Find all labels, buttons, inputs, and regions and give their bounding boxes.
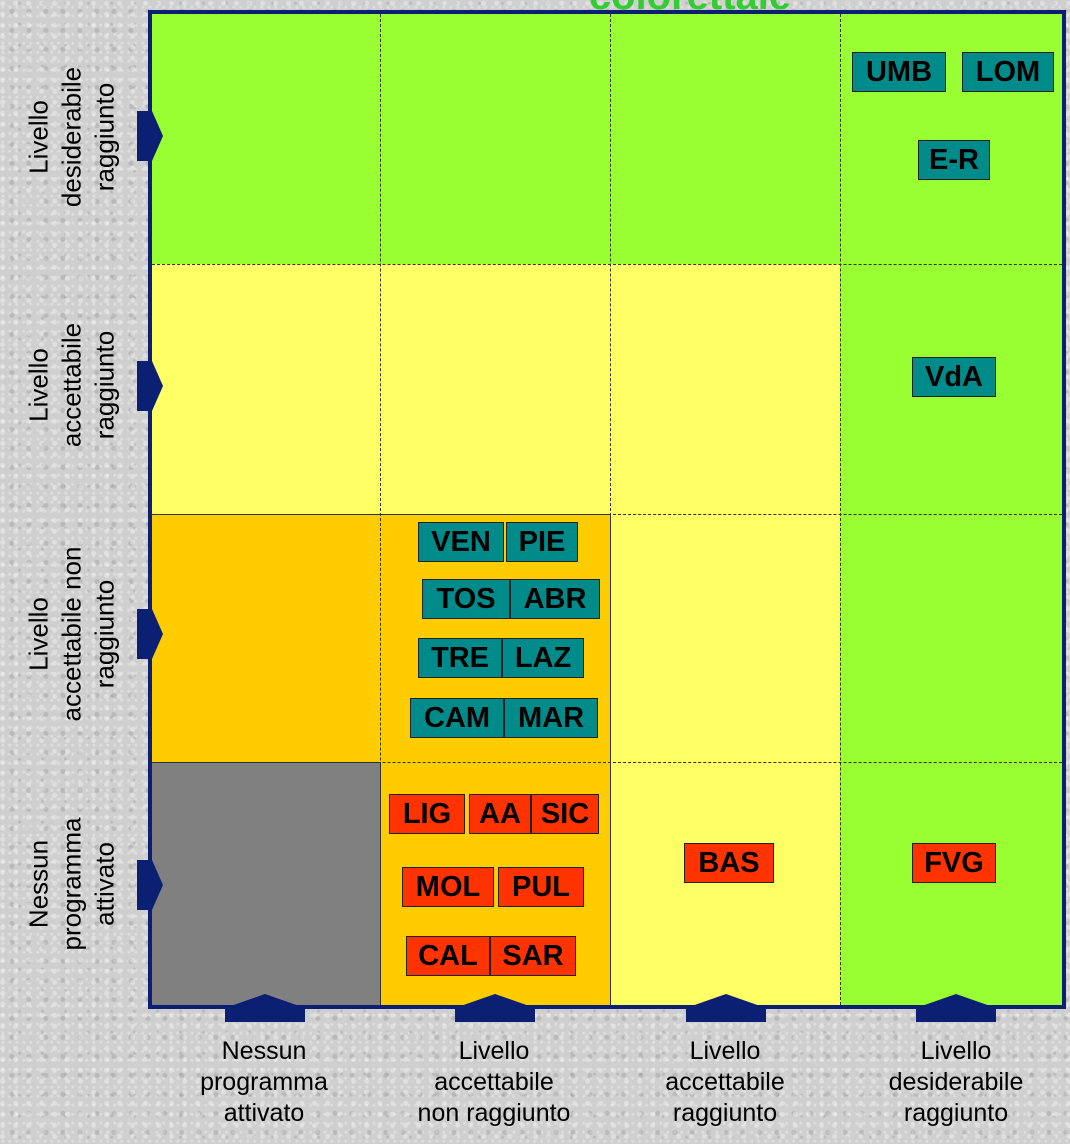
arrow-right-icon bbox=[137, 111, 163, 161]
region-tag-mol: MOL bbox=[402, 867, 494, 907]
x-axis-label-nessun-programma: Nessun programma attivato bbox=[200, 1037, 328, 1127]
orange-boundary-left bbox=[380, 762, 381, 1005]
region-tag-lig: LIG bbox=[389, 794, 465, 834]
arrow-up-icon bbox=[455, 994, 535, 1022]
region-tag-umb: UMB bbox=[852, 52, 946, 92]
arrow-right-icon bbox=[137, 609, 163, 659]
region-tag-cal: CAL bbox=[406, 936, 490, 976]
orange-boundary-right bbox=[610, 514, 611, 1005]
region-tag-abr: ABR bbox=[510, 579, 600, 619]
arrow-up-icon bbox=[686, 994, 766, 1022]
cell-r2-yellow bbox=[610, 514, 840, 762]
region-tag-sic: SIC bbox=[531, 794, 599, 834]
arrow-up-icon bbox=[225, 994, 305, 1022]
region-tag-laz: LAZ bbox=[502, 638, 584, 678]
region-tag-vda: VdA bbox=[912, 357, 996, 397]
x-axis-label-non-raggiunto: Livello accettabile non raggiunto bbox=[417, 1037, 571, 1127]
arrow-up-icon bbox=[916, 994, 996, 1022]
x-axis-label-desiderabile: Livello desiderabile raggiunto bbox=[888, 1037, 1024, 1127]
region-tag-aa: AA bbox=[469, 794, 531, 834]
region-tag-mar: MAR bbox=[504, 698, 598, 738]
cell-r3-yellow bbox=[610, 762, 840, 1005]
grid-line-v1 bbox=[380, 14, 381, 1005]
region-tag-tre: TRE bbox=[418, 638, 502, 678]
cell-r2-green bbox=[840, 514, 1062, 762]
region-tag-tos: TOS bbox=[422, 579, 510, 619]
region-tag-pie: PIE bbox=[506, 522, 578, 562]
cell-r3-green bbox=[840, 762, 1062, 1005]
gray-boundary-top bbox=[152, 762, 380, 763]
region-tag-lom: LOM bbox=[962, 52, 1054, 92]
region-tag-sar: SAR bbox=[490, 936, 576, 976]
region-tag-bas: BAS bbox=[684, 843, 774, 883]
region-tag-cam: CAM bbox=[410, 698, 504, 738]
region-tag-fvg: FVG bbox=[912, 843, 996, 883]
region-tag-e-r: E-R bbox=[918, 140, 990, 180]
grid-line-h1 bbox=[152, 264, 1062, 265]
arrow-right-icon bbox=[137, 860, 163, 910]
x-axis-label-accettabile: Livello accettabile raggiunto bbox=[665, 1037, 785, 1127]
region-tag-pul: PUL bbox=[498, 867, 584, 907]
grid-line-h3 bbox=[152, 762, 1062, 763]
cell-r1-yellow bbox=[152, 264, 840, 514]
arrow-right-icon bbox=[137, 361, 163, 411]
grid-line-v3 bbox=[840, 14, 841, 1005]
cell-r3-gray bbox=[152, 762, 380, 1005]
region-tag-ven: VEN bbox=[418, 522, 504, 562]
grid-line-v2 bbox=[610, 14, 611, 1005]
orange-boundary-top bbox=[152, 514, 610, 515]
